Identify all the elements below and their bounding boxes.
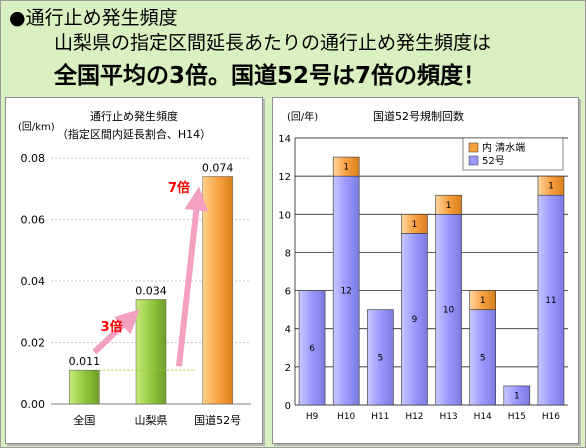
bar-shimizubata bbox=[435, 194, 462, 215]
legend-swatch bbox=[468, 142, 479, 153]
chart1-subtitle: （指定区間内延長割合、H14） bbox=[57, 127, 211, 141]
data-label: 6 bbox=[309, 344, 315, 354]
legend-swatch bbox=[468, 155, 479, 166]
data-label: 11 bbox=[545, 296, 556, 306]
section-subtitle: 山梨県の指定区間延長あたりの通行止め発生頻度は bbox=[54, 32, 492, 54]
category-label: 国道52号 bbox=[194, 413, 241, 427]
data-label: 1 bbox=[343, 163, 349, 173]
category-label: H10 bbox=[337, 412, 355, 422]
chart2-title: 国道52号規制回数 bbox=[373, 109, 464, 123]
bar-shimizubata bbox=[537, 175, 565, 196]
frequency-chart: 通行止め発生頻度 （指定区間内延長割合、H14） (回/km) 0.00 0.02… bbox=[18, 109, 251, 427]
section-headline: 全国平均の3倍。国道52号は7倍の頻度！ bbox=[54, 63, 487, 89]
chart1-ylabel: (回/km) bbox=[18, 121, 55, 133]
bar bbox=[135, 299, 167, 405]
data-label: 10 bbox=[443, 306, 455, 316]
arrow-7x bbox=[176, 186, 209, 367]
category-label: H16 bbox=[542, 412, 560, 422]
bar-52 bbox=[469, 309, 496, 406]
category-label: H14 bbox=[474, 412, 492, 422]
data-label: 9 bbox=[412, 315, 418, 325]
data-label: 1 bbox=[446, 201, 452, 211]
category-label: H11 bbox=[371, 412, 389, 422]
section-title: ●通行止め発生頻度 bbox=[9, 7, 178, 29]
chart1-title: 通行止め発生頻度 bbox=[90, 109, 178, 123]
arrow-3x bbox=[92, 309, 140, 355]
data-label: 1 bbox=[412, 220, 418, 230]
data-label: 5 bbox=[377, 353, 383, 363]
data-label: 1 bbox=[480, 296, 486, 306]
data-label: 12 bbox=[340, 287, 351, 297]
bar-52 bbox=[401, 233, 428, 406]
category-label: 山梨県 bbox=[135, 413, 168, 427]
legend bbox=[462, 137, 564, 171]
y-tick-label: 0.08 bbox=[21, 152, 46, 165]
legend-label: 内 清水端 bbox=[482, 141, 525, 154]
frequency-chart-panel: 通行止め発生頻度 （指定区間内延長割合、H14） (回/km) 0.00 0.02… bbox=[5, 97, 263, 444]
category-label: H12 bbox=[405, 412, 423, 422]
y-tick-label: 0.04 bbox=[21, 275, 46, 288]
y-tick-label: 0.06 bbox=[21, 214, 46, 227]
data-label: 5 bbox=[480, 353, 486, 363]
y-tick-label: 0.02 bbox=[21, 337, 46, 350]
data-label: 0.011 bbox=[69, 355, 101, 368]
bar-shimizubata bbox=[332, 156, 360, 177]
chart2-ylabel: (回/年) bbox=[287, 110, 318, 123]
bar-52 bbox=[503, 385, 531, 406]
legend-label: 52号 bbox=[482, 155, 505, 167]
data-label: 0.074 bbox=[202, 161, 234, 174]
regulation-count-chart-panel: (回/年) 国道52号規制回数 0 2 4 6 8 10 12 14 6 12 1 5 9 1 10 1 5 1… bbox=[272, 97, 579, 444]
data-label: 1 bbox=[548, 182, 554, 192]
data-label: 1 bbox=[514, 391, 520, 401]
bar bbox=[69, 369, 100, 405]
category-label: 全国 bbox=[73, 413, 95, 427]
annotation-7x: 7倍 bbox=[168, 180, 190, 196]
bar-52 bbox=[435, 213, 462, 406]
category-label: H13 bbox=[439, 412, 457, 422]
category-label: H9 bbox=[306, 412, 319, 422]
y-tick-label: 0.00 bbox=[21, 398, 46, 411]
annotation-3x: 3倍 bbox=[101, 319, 123, 335]
bar-shimizubata bbox=[401, 213, 428, 234]
y-tick-label: 14 bbox=[278, 134, 291, 145]
y-tick-label: 4 bbox=[285, 325, 291, 336]
bar-shimizubata bbox=[469, 290, 496, 310]
bar-52 bbox=[298, 290, 326, 406]
y-tick-label: 6 bbox=[285, 287, 291, 298]
bar-52 bbox=[332, 175, 360, 406]
y-tick-label: 0 bbox=[285, 401, 291, 412]
y-tick-label: 2 bbox=[285, 363, 291, 374]
y-tick-label: 10 bbox=[278, 210, 291, 221]
category-label: H15 bbox=[508, 412, 526, 422]
bar-52 bbox=[367, 309, 394, 406]
y-tick-label: 12 bbox=[278, 172, 291, 183]
data-label: 0.034 bbox=[135, 284, 167, 297]
y-tick-label: 8 bbox=[285, 248, 291, 259]
bar bbox=[202, 176, 233, 405]
regulation-count-chart: (回/年) 国道52号規制回数 0 2 4 6 8 10 12 14 6 12 1 5 9 1 10 1 5 1… bbox=[278, 109, 568, 422]
